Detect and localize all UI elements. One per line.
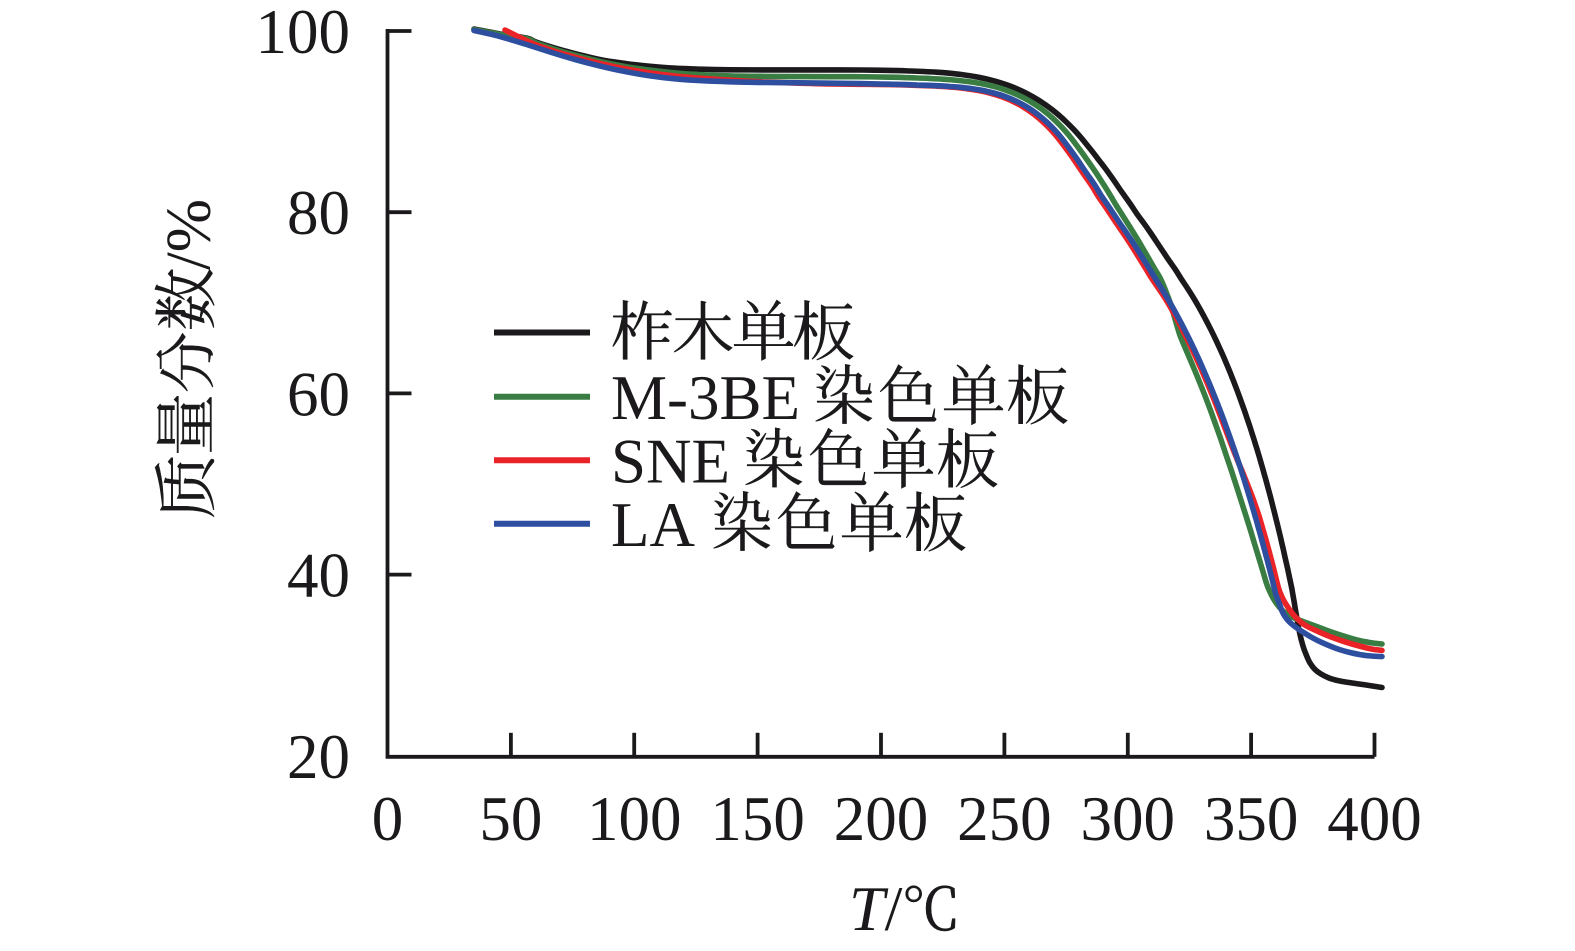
svg-text:/%: /% (153, 199, 224, 270)
svg-text:0: 0 (372, 784, 404, 854)
svg-text:400: 400 (1327, 784, 1422, 854)
svg-text:LA: LA (611, 490, 695, 560)
svg-text:20: 20 (287, 722, 350, 792)
svg-text:50: 50 (479, 784, 542, 854)
svg-text:T/: T/ (849, 873, 903, 944)
svg-text:350: 350 (1204, 784, 1299, 854)
svg-text:200: 200 (834, 784, 929, 854)
svg-text:40: 40 (287, 541, 350, 611)
svg-text:SNE: SNE (611, 426, 730, 496)
svg-text:M-3BE: M-3BE (611, 363, 800, 433)
svg-text:100: 100 (256, 0, 351, 67)
svg-text:150: 150 (710, 784, 805, 854)
svg-text:250: 250 (957, 784, 1052, 854)
svg-text:60: 60 (287, 359, 350, 429)
svg-text:300: 300 (1081, 784, 1176, 854)
svg-text:100: 100 (587, 784, 682, 854)
svg-text:80: 80 (287, 178, 350, 248)
